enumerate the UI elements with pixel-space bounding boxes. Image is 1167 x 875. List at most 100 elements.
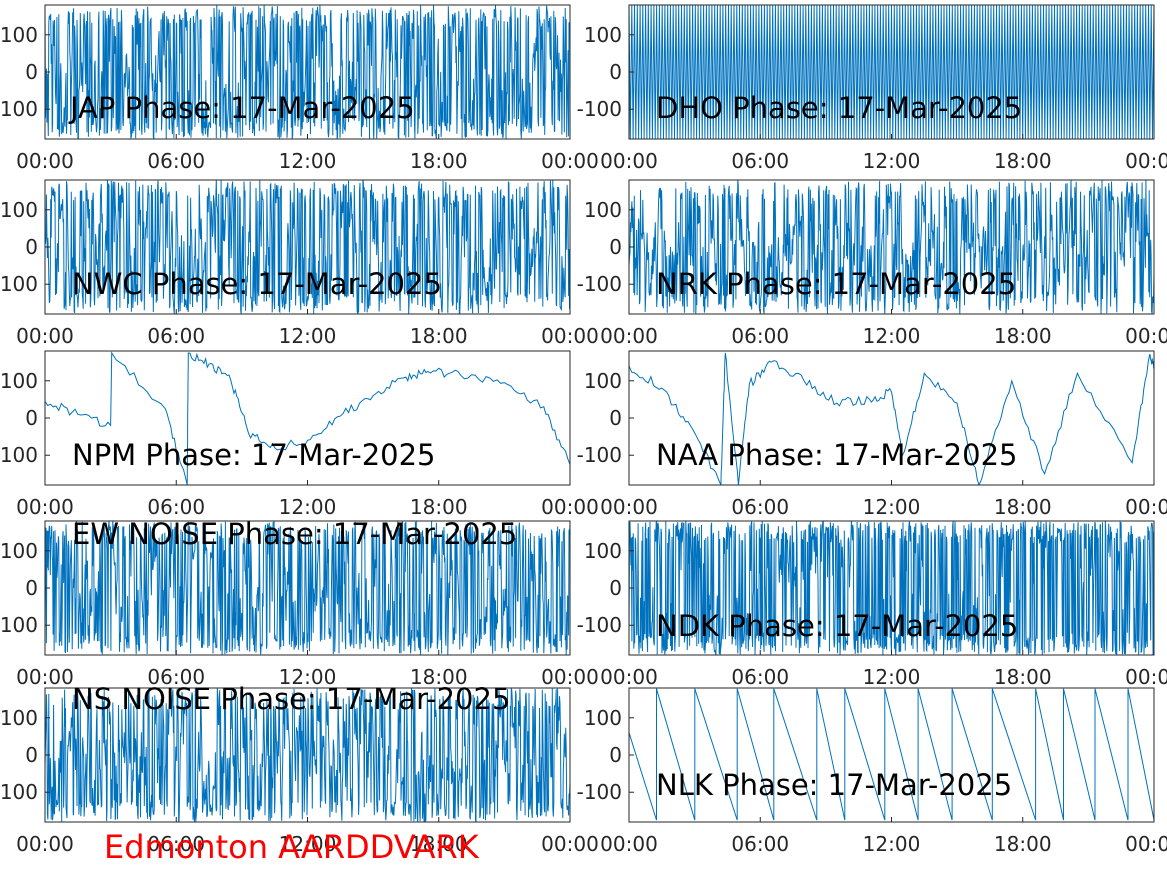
y-tick-label: 0: [25, 743, 38, 767]
x-tick-label: 00:00: [600, 665, 658, 689]
x-tick-label: 18:00: [410, 832, 468, 856]
phase-trace: [45, 351, 570, 485]
x-tick-label: 00:00: [541, 495, 599, 519]
y-tick-label: 0: [25, 60, 38, 84]
phase-panel-10: 100 0 -100 00:00 06:00 12:00 18:00 00:00 NLK Pha…: [577, 687, 1167, 856]
phase-trace: [45, 5, 570, 139]
y-tick-label: 0: [609, 235, 622, 259]
y-tick-label: -100: [577, 443, 622, 467]
x-tick-label: 00:00: [1125, 832, 1167, 856]
y-tick-label: 100: [584, 539, 622, 563]
x-tick-label: 00:00: [541, 149, 599, 173]
x-tick-label: 00:00: [1125, 324, 1167, 348]
x-tick-label: 12:00: [863, 324, 921, 348]
phase-trace: [629, 180, 1154, 314]
x-tick-label: 00:00: [600, 832, 658, 856]
x-tick-label: 00:00: [1125, 665, 1167, 689]
x-tick-label: 06:00: [731, 149, 789, 173]
x-tick-label: 00:00: [16, 495, 74, 519]
phase-panel-9: 100 0 -100 00:00 06:00 12:00 18:00 00:00 NS NOIS…: [0, 682, 599, 856]
x-tick-label: 06:00: [147, 149, 205, 173]
x-tick-label: 18:00: [994, 149, 1052, 173]
x-tick-label: 00:00: [541, 324, 599, 348]
phase-trace: [45, 180, 570, 314]
phase-panel-4: 100 0 -100 00:00 06:00 12:00 18:00 00:00 NRK Pha…: [577, 179, 1167, 348]
x-tick-label: 06:00: [731, 665, 789, 689]
y-tick-label: 0: [609, 406, 622, 430]
y-tick-label: 100: [0, 23, 38, 47]
x-tick-label: 06:00: [147, 832, 205, 856]
phase-trace: [629, 688, 1154, 821]
y-tick-label: 100: [584, 706, 622, 730]
y-tick-label: 0: [609, 60, 622, 84]
y-tick-label: 100: [0, 198, 38, 222]
y-tick-label: 100: [0, 706, 38, 730]
panel-title: NRK Phase: 17-Mar-2025: [656, 267, 1016, 301]
x-tick-label: 18:00: [994, 495, 1052, 519]
x-tick-label: 00:00: [600, 149, 658, 173]
x-tick-label: 00:00: [541, 832, 599, 856]
panel-title: NDK Phase: 17-Mar-2025: [656, 609, 1018, 643]
x-tick-label: 00:00: [600, 495, 658, 519]
x-tick-label: 00:00: [16, 149, 74, 173]
x-tick-label: 18:00: [410, 324, 468, 348]
panel-title: DHO Phase: 17-Mar-2025: [656, 91, 1022, 125]
x-tick-label: 12:00: [863, 832, 921, 856]
x-tick-label: 12:00: [863, 149, 921, 173]
x-tick-label: 00:00: [1125, 495, 1167, 519]
phase-trace: [45, 688, 570, 822]
phase-panel-1: 100 0 -100 00:00 06:00 12:00 18:00 00:00 JAP Pha…: [0, 4, 599, 173]
x-tick-label: 18:00: [994, 324, 1052, 348]
y-tick-label: -100: [577, 613, 622, 637]
phase-panel-6: 100 0 -100 00:00 06:00 12:00 18:00 00:00 NAA Pha…: [577, 350, 1167, 519]
y-tick-label: 0: [609, 743, 622, 767]
phase-panel-7: 100 0 -100 00:00 06:00 12:00 18:00 00:00 EW NOIS…: [0, 517, 599, 689]
phase-panel-8: 100 0 -100 00:00 06:00 12:00 18:00 00:00 NDK Pha…: [577, 520, 1167, 689]
y-tick-label: 0: [609, 576, 622, 600]
y-tick-label: -100: [577, 780, 622, 804]
x-tick-label: 18:00: [994, 832, 1052, 856]
y-tick-label: 0: [25, 235, 38, 259]
x-tick-label: 00:00: [16, 324, 74, 348]
x-tick-label: 12:00: [279, 665, 337, 689]
y-tick-label: -100: [0, 443, 38, 467]
panel-title: NLK Phase: 17-Mar-2025: [656, 768, 1012, 802]
panel-title: NPM Phase: 17-Mar-2025: [72, 438, 436, 472]
y-tick-label: -100: [0, 272, 38, 296]
x-tick-label: 00:00: [16, 832, 74, 856]
x-tick-label: 12:00: [279, 149, 337, 173]
panel-title: NAA Phase: 17-Mar-2025: [656, 438, 1017, 472]
x-tick-label: 06:00: [731, 832, 789, 856]
y-tick-label: 100: [584, 198, 622, 222]
x-tick-label: 18:00: [410, 495, 468, 519]
x-tick-label: 12:00: [279, 832, 337, 856]
x-tick-label: 12:00: [279, 495, 337, 519]
phase-trace: [45, 521, 570, 655]
y-tick-label: 100: [0, 369, 38, 393]
x-tick-label: 06:00: [731, 324, 789, 348]
x-tick-label: 00:00: [16, 665, 74, 689]
x-tick-label: 12:00: [863, 495, 921, 519]
phase-panel-2: 100 0 -100 00:00 06:00 12:00 18:00 00:00 DHO Pha…: [577, 4, 1167, 173]
y-tick-label: -100: [0, 780, 38, 804]
x-tick-label: 06:00: [147, 665, 205, 689]
y-tick-label: -100: [577, 272, 622, 296]
x-tick-label: 12:00: [279, 324, 337, 348]
x-tick-label: 18:00: [410, 665, 468, 689]
x-tick-label: 06:00: [147, 324, 205, 348]
x-tick-label: 00:00: [1125, 149, 1167, 173]
x-tick-label: 18:00: [994, 665, 1052, 689]
phase-trace: [629, 352, 1154, 485]
panel-title: JAP Phase: 17-Mar-2025: [68, 91, 415, 125]
y-tick-label: 100: [584, 369, 622, 393]
x-tick-label: 00:00: [541, 665, 599, 689]
y-tick-label: -100: [577, 97, 622, 121]
phase-panel-5: 100 0 -100 00:00 06:00 12:00 18:00 00:00 NPM Pha…: [0, 350, 599, 519]
x-tick-label: 12:00: [863, 665, 921, 689]
x-tick-label: 06:00: [147, 495, 205, 519]
station-footer-label: Edmonton AARDDVARK: [104, 828, 479, 866]
y-tick-label: -100: [0, 97, 38, 121]
y-tick-label: 100: [0, 539, 38, 563]
panel-title: EW NOISE Phase: 17-Mar-2025: [72, 517, 517, 551]
